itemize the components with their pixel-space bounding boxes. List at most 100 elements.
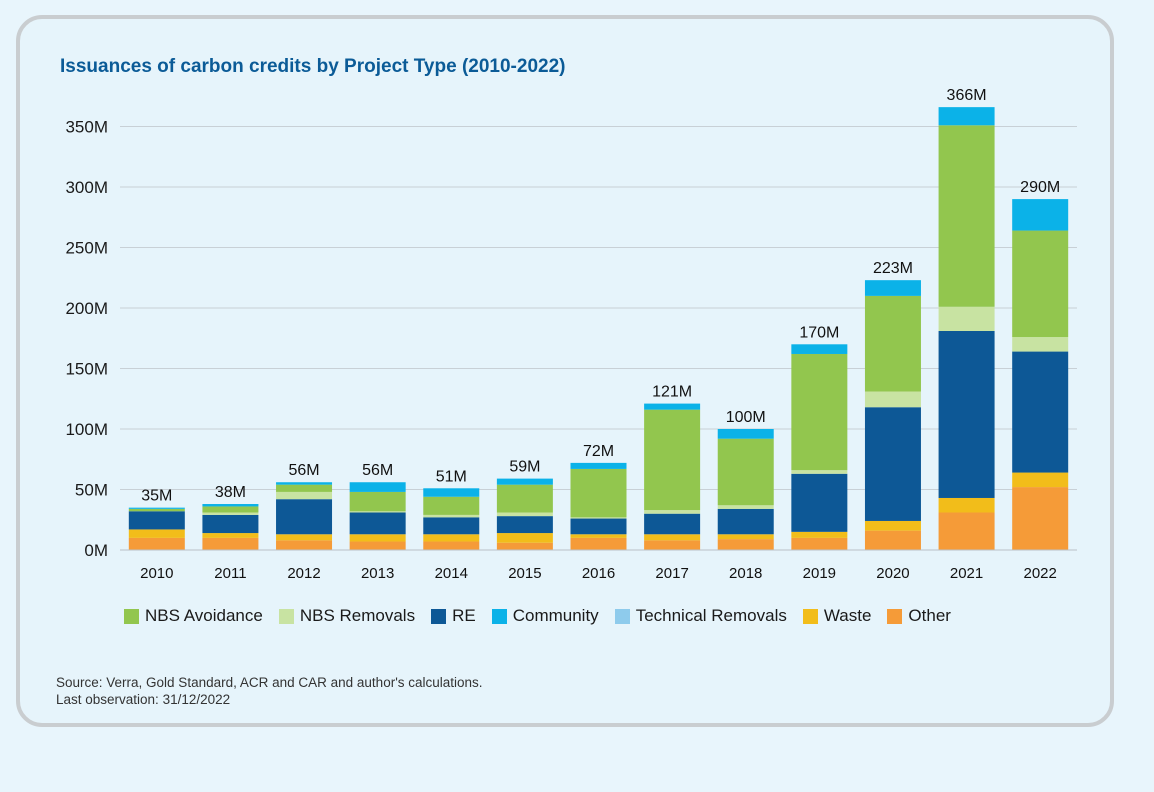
- bar-segment-waste: [644, 534, 701, 541]
- bar-segment-waste: [128, 529, 185, 538]
- x-tick-label: 2020: [876, 565, 909, 582]
- bar-segment-re: [202, 514, 259, 534]
- bar-segment-nbs-removals: [349, 511, 406, 513]
- bar-segment-re: [496, 516, 553, 534]
- total-label: 170M: [799, 324, 839, 341]
- bar-segment-re: [938, 330, 995, 498]
- legend-swatch: [124, 608, 139, 624]
- bar-segment-other: [570, 537, 627, 550]
- legend-item: NBS Avoidance: [124, 606, 263, 626]
- source-note: Source: Verra, Gold Standard, ACR and CA…: [56, 674, 483, 708]
- bar-segment-nbs-avoidance: [717, 438, 774, 506]
- bar-segment-re: [864, 407, 921, 521]
- bar-segment-nbs-avoidance: [496, 484, 553, 513]
- bar-segment-nbs-avoidance: [349, 491, 406, 512]
- bar-segment-nbs-avoidance: [276, 484, 333, 492]
- bar-segment-nbs-removals: [1012, 337, 1069, 352]
- legend-label: NBS Removals: [299, 606, 416, 625]
- bar-segment-re: [1012, 351, 1069, 473]
- bar-segment-nbs-avoidance: [202, 506, 259, 513]
- bar-segment-other: [276, 540, 333, 550]
- bar-segment-other: [864, 530, 921, 550]
- bar-segment-other: [496, 542, 553, 550]
- total-label: 38M: [215, 484, 246, 501]
- bar-segment-waste: [570, 534, 627, 538]
- bar-segment-other: [128, 537, 185, 550]
- bar-segment-re: [717, 508, 774, 535]
- bar-segment-nbs-removals: [717, 505, 774, 509]
- bar-segment-waste: [349, 534, 406, 542]
- x-tick-label: 2022: [1024, 565, 1057, 582]
- legend-item: Technical Removals: [614, 606, 787, 626]
- bar-segment-waste: [496, 533, 553, 543]
- legend-label: Technical Removals: [635, 606, 787, 625]
- bar-segment-nbs-avoidance: [423, 496, 480, 515]
- bar-segment-nbs-avoidance: [644, 409, 701, 511]
- source-line: Source: Verra, Gold Standard, ACR and CA…: [56, 675, 483, 690]
- bar-segment-community: [864, 280, 921, 296]
- bar-segment-waste: [423, 534, 480, 542]
- bar-segment-nbs-avoidance: [570, 468, 627, 518]
- bar-segment-community: [644, 403, 701, 410]
- legend-item: Community: [491, 606, 599, 626]
- total-label: 121M: [652, 384, 692, 401]
- legend-swatch: [431, 608, 447, 624]
- bar-segment-community: [128, 507, 185, 509]
- total-label: 35M: [141, 488, 172, 505]
- bar-segment-community: [1012, 199, 1069, 231]
- y-tick-label: 250M: [65, 239, 108, 258]
- y-tick-label: 150M: [65, 360, 108, 379]
- x-tick-label: 2013: [361, 565, 394, 582]
- x-tick-label: 2012: [287, 565, 320, 582]
- y-tick-label: 50M: [75, 481, 108, 500]
- legend-swatch: [491, 608, 507, 624]
- total-label: 290M: [1020, 179, 1060, 196]
- legend-label: Community: [512, 606, 599, 625]
- bar-segment-re: [276, 499, 333, 535]
- legend-swatch: [887, 608, 903, 624]
- x-tick-label: 2015: [508, 565, 541, 582]
- total-label: 51M: [436, 468, 467, 485]
- bar-segment-nbs-removals: [644, 510, 701, 514]
- bar-segment-other: [938, 512, 995, 550]
- bar-segment-nbs-removals: [202, 512, 259, 515]
- bar-segment-nbs-removals: [276, 491, 333, 500]
- total-label: 72M: [583, 443, 614, 460]
- legend-item: Other: [887, 606, 951, 626]
- bar-segment-community: [791, 344, 848, 354]
- bar-segment-waste: [791, 531, 848, 538]
- x-tick-label: 2017: [655, 565, 688, 582]
- bar-segment-nbs-removals: [496, 512, 553, 517]
- bar-segment-waste: [864, 520, 921, 531]
- bar-segment-community: [276, 482, 333, 485]
- bar-segment-other: [423, 541, 480, 550]
- bar-segment-community: [717, 429, 774, 439]
- bar-segment-re: [570, 518, 627, 535]
- legend-item: RE: [431, 606, 476, 626]
- total-label: 366M: [947, 87, 987, 104]
- bar-segment-nbs-removals: [570, 517, 627, 519]
- chart-title: Issuances of carbon credits by Project T…: [60, 56, 566, 77]
- bar-segment-re: [423, 517, 480, 535]
- bar-segment-nbs-avoidance: [864, 295, 921, 392]
- bar-segment-nbs-avoidance: [1012, 230, 1069, 338]
- legend-swatch: [614, 608, 630, 624]
- bar-segment-other: [644, 540, 701, 550]
- x-tick-label: 2021: [950, 565, 983, 582]
- total-label: 56M: [288, 462, 319, 479]
- legend-label: Waste: [823, 606, 872, 625]
- total-label: 100M: [726, 409, 766, 426]
- bar-segment-waste: [938, 497, 995, 513]
- legend-item: NBS Removals: [278, 606, 416, 626]
- bar-segment-nbs-avoidance: [128, 508, 185, 512]
- bar-segment-re: [128, 511, 185, 530]
- y-tick-label: 350M: [65, 118, 108, 137]
- bar-segment-community: [423, 488, 480, 497]
- bar-segment-other: [717, 539, 774, 550]
- total-label: 56M: [362, 462, 393, 479]
- total-label: 223M: [873, 260, 913, 277]
- y-tick-label: 300M: [65, 178, 108, 197]
- bar-segment-community: [202, 504, 259, 507]
- bar-segment-community: [570, 462, 627, 469]
